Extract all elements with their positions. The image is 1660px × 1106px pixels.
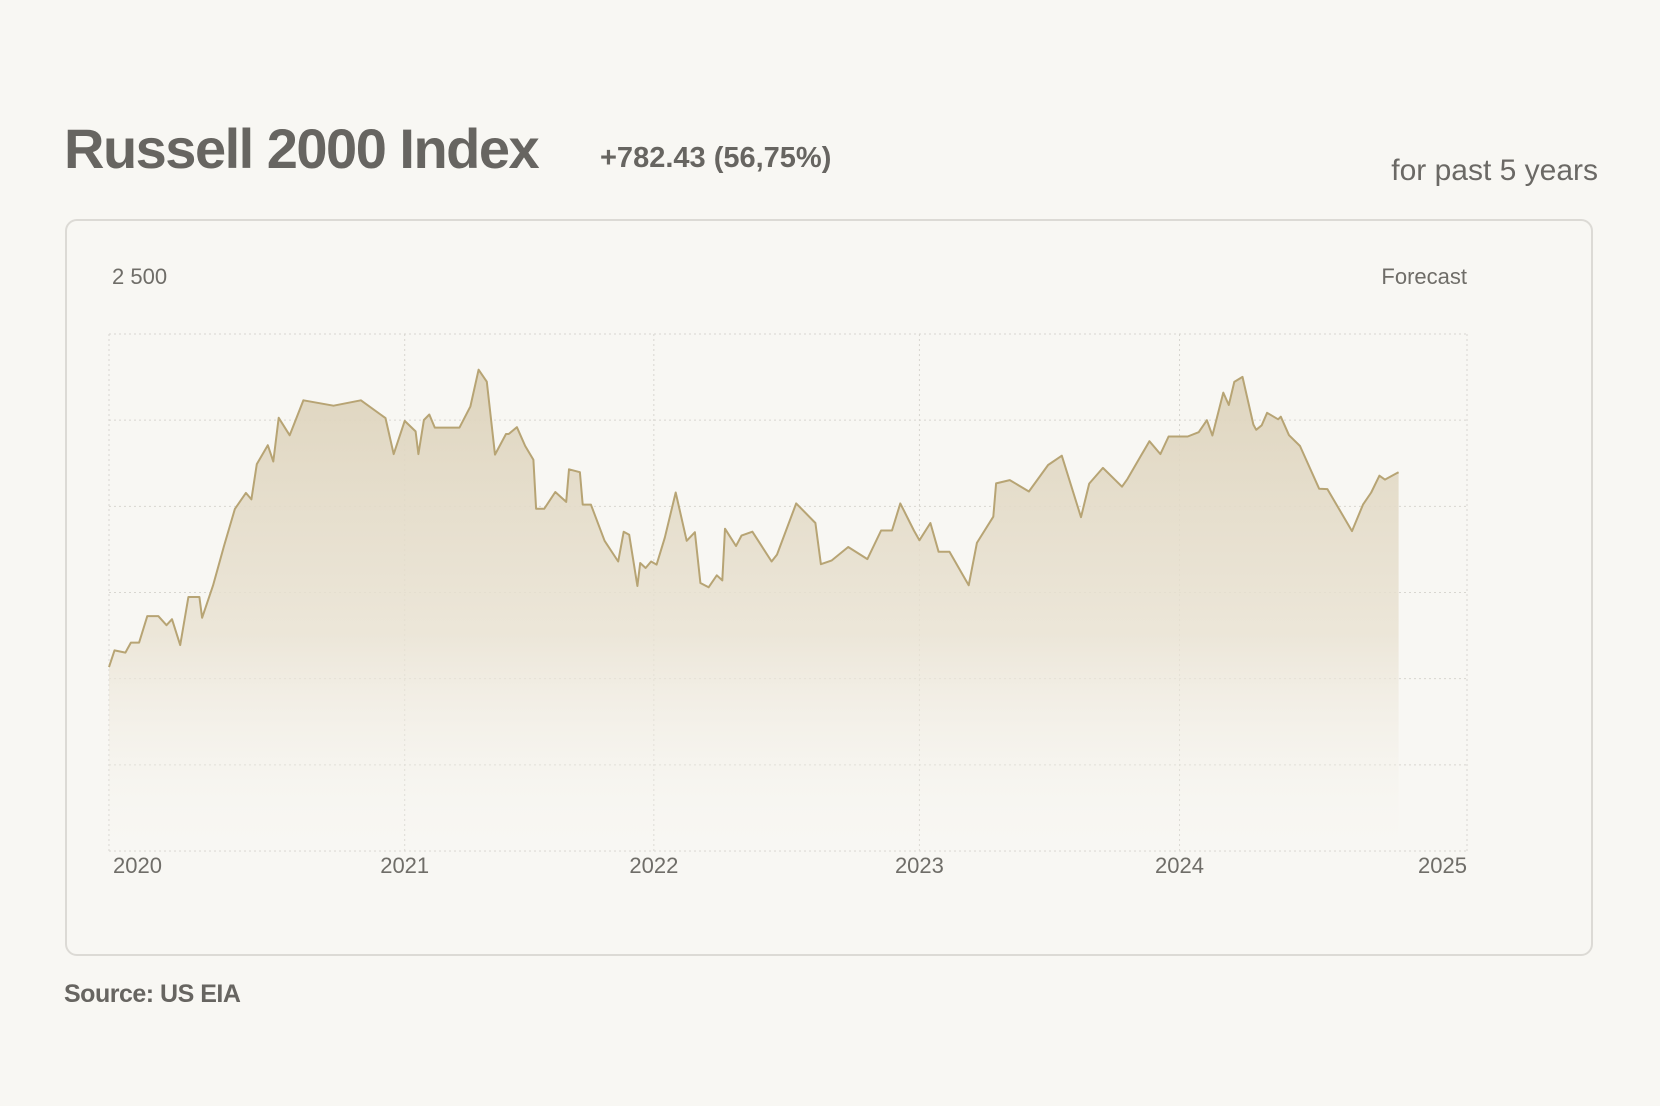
index-change: +782.43 (56,75%)	[600, 142, 832, 174]
chart-title: Russell 2000 Index	[64, 117, 540, 180]
forecast-label: Forecast	[1381, 264, 1467, 289]
area-fill	[109, 369, 1399, 851]
x-axis-ticks: 2020 2021 2022 2023 2024 2025	[113, 853, 1467, 878]
chart-header: Russell 2000 Index +782.43 (56,75%) for …	[64, 110, 1598, 190]
x-tick-label: 2024	[1155, 853, 1204, 878]
x-tick-label: 2023	[895, 853, 944, 878]
x-tick-label: 2020	[113, 853, 162, 878]
y-tick-label: 2 500	[112, 264, 167, 289]
chart-card: 2 500 Forecast 2020 2021 2022 2023 2024 2025	[65, 219, 1593, 956]
x-tick-label: 2025	[1418, 853, 1467, 878]
area-chart: 2 500 Forecast 2020 2021 2022 2023 2024 2025	[108, 264, 1468, 878]
x-tick-label: 2022	[629, 853, 678, 878]
time-period-label: for past 5 years	[1391, 154, 1598, 187]
source-note: Source: US EIA	[64, 980, 241, 1008]
x-tick-label: 2021	[380, 853, 429, 878]
series-line	[108, 368, 1400, 668]
